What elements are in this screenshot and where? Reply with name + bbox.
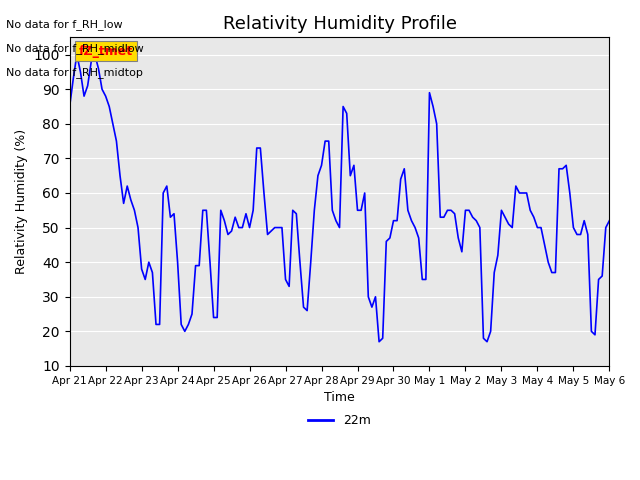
Title: Relativity Humidity Profile: Relativity Humidity Profile: [223, 15, 456, 33]
22m: [415, 235, 422, 241]
22m: [602, 225, 610, 230]
Text: No data for f_RH_midtop: No data for f_RH_midtop: [6, 67, 143, 78]
X-axis label: Time: Time: [324, 391, 355, 404]
22m: [375, 339, 383, 345]
22m: [66, 104, 74, 109]
Text: No data for f_RH_low: No data for f_RH_low: [6, 19, 123, 30]
22m: [401, 166, 408, 172]
22m: [451, 211, 458, 216]
Line: 22m: 22m: [70, 55, 609, 342]
22m: [260, 190, 268, 196]
Legend: 22m: 22m: [303, 409, 376, 432]
22m: [73, 52, 81, 58]
22m: [605, 218, 613, 224]
Text: No data for f_RH_midlow: No data for f_RH_midlow: [6, 43, 144, 54]
Y-axis label: Relativity Humidity (%): Relativity Humidity (%): [15, 129, 28, 274]
22m: [332, 218, 340, 224]
Text: fZ_tmet: fZ_tmet: [79, 45, 132, 58]
